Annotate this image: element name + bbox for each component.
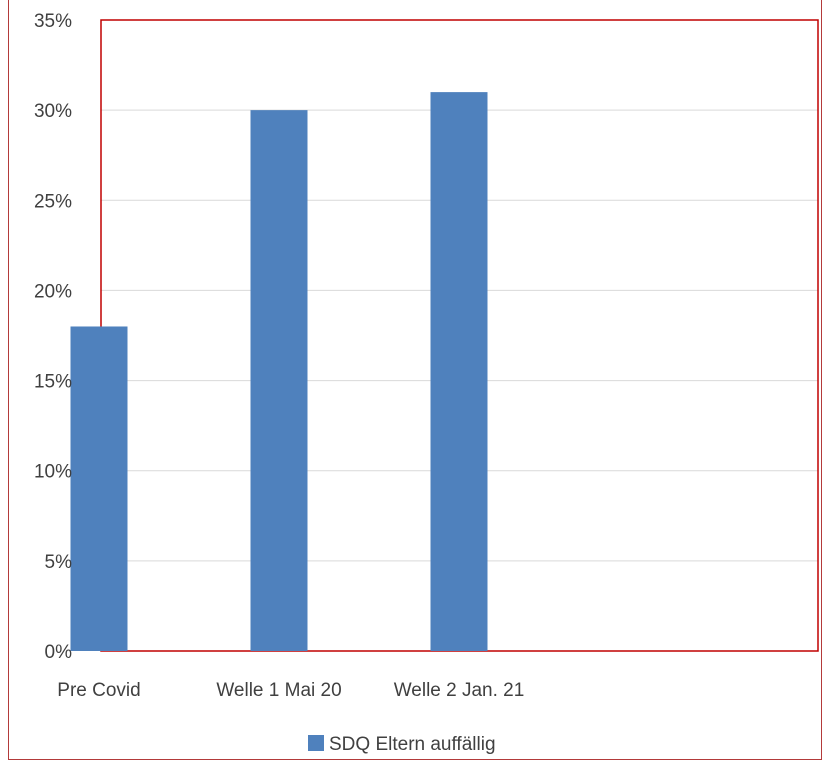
legend: SDQ Eltern auffällig xyxy=(308,734,496,755)
y-tick-label: 10% xyxy=(34,462,72,483)
y-tick-label: 25% xyxy=(34,191,72,212)
y-axis-ticks: 0% 5% 10% 15% 20% 25% 30% 35% xyxy=(34,11,72,663)
x-axis-categories: Pre Covid Welle 1 Mai 20 Welle 2 Jan. 21 xyxy=(57,680,524,701)
y-tick-label: 0% xyxy=(45,642,73,663)
legend-swatch xyxy=(308,735,324,751)
y-tick-label: 30% xyxy=(34,101,72,122)
y-tick-label: 5% xyxy=(45,552,73,573)
bar xyxy=(250,110,308,651)
x-category-label: Pre Covid xyxy=(57,680,140,701)
legend-label: SDQ Eltern auffällig xyxy=(329,734,496,755)
bar xyxy=(70,326,128,651)
y-tick-label: 15% xyxy=(34,372,72,393)
y-tick-label: 20% xyxy=(34,281,72,302)
x-category-label: Welle 1 Mai 20 xyxy=(216,680,341,701)
bar xyxy=(430,92,488,652)
y-tick-label: 35% xyxy=(34,11,72,32)
bars xyxy=(70,92,488,652)
x-category-label: Welle 2 Jan. 21 xyxy=(394,680,525,701)
